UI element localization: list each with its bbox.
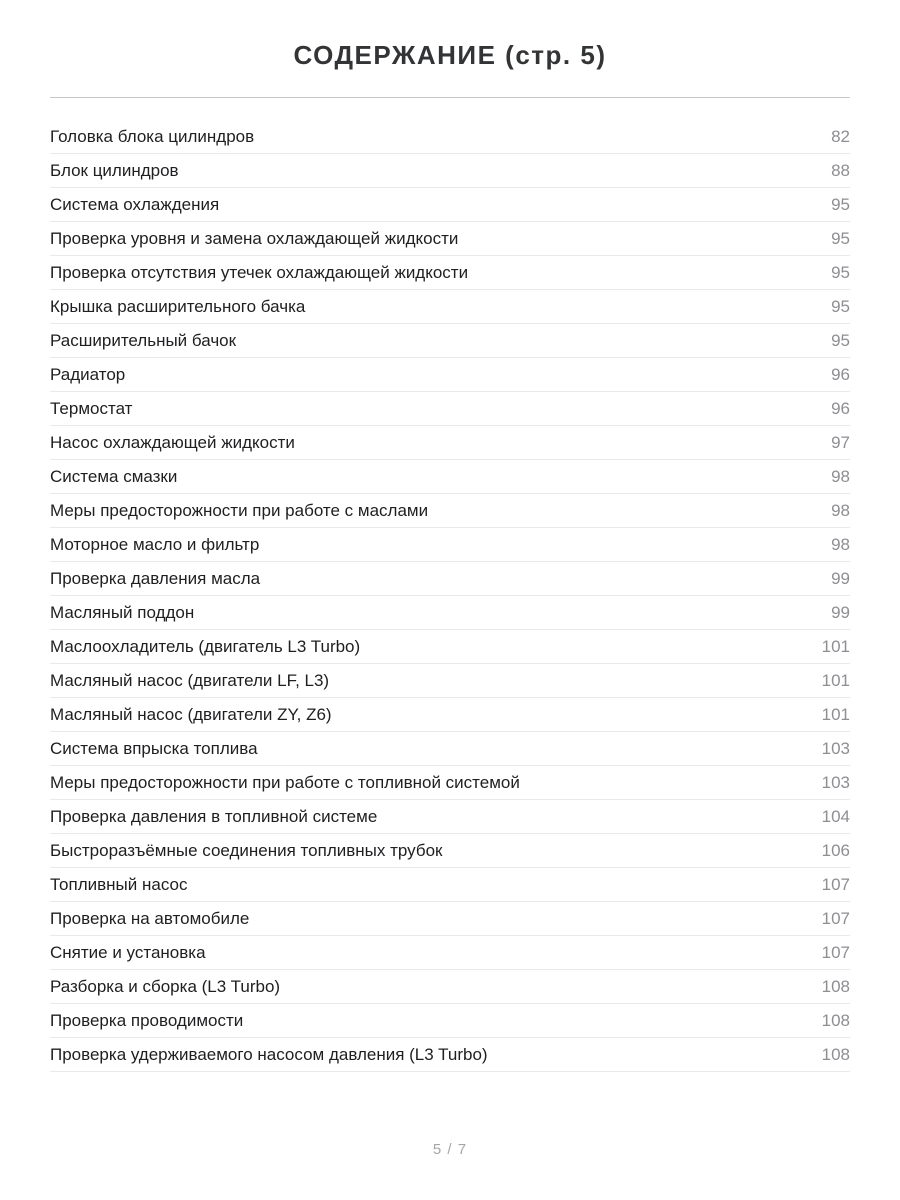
toc-row: Насос охлаждающей жидкости 97 [50,426,850,460]
toc-entry-page: 107 [821,874,850,894]
toc-row: Термостат 96 [50,392,850,426]
toc-entry-label: Меры предосторожности при работе с масла… [50,500,429,520]
toc-entry-page: 95 [831,228,850,248]
toc-entry-page: 103 [821,738,850,758]
toc-entry-page: 98 [831,466,850,486]
toc-entry-page: 108 [821,1044,850,1064]
toc-entry-page: 98 [831,500,850,520]
toc-entry-page: 101 [821,636,850,656]
toc-row: Система охлаждения 95 [50,188,850,222]
toc-entry-page: 99 [831,568,850,588]
toc-row: Топливный насос 107 [50,868,850,902]
toc-entry-label: Моторное масло и фильтр [50,534,260,554]
toc-entry-label: Термостат [50,398,133,418]
toc-entry-label: Топливный насос [50,874,188,894]
toc-entry-page: 95 [831,330,850,350]
toc-row: Масляный поддон 99 [50,596,850,630]
toc-entry-label: Проверка проводимости [50,1010,244,1030]
toc-row: Меры предосторожности при работе с топли… [50,766,850,800]
page-title: СОДЕРЖАНИЕ (стр. 5) [293,40,607,70]
toc-row: Проверка на автомобиле 107 [50,902,850,936]
toc-row: Меры предосторожности при работе с масла… [50,494,850,528]
toc-entry-label: Расширительный бачок [50,330,237,350]
toc-entry-page: 98 [831,534,850,554]
toc-row: Радиатор 96 [50,358,850,392]
toc-row: Проверка удерживаемого насосом давления … [50,1038,850,1072]
title-divider [50,97,850,98]
toc-entry-page: 107 [821,942,850,962]
toc-entry-label: Радиатор [50,364,126,384]
toc-entry-label: Снятие и установка [50,942,206,962]
toc-row: Система смазки 98 [50,460,850,494]
toc-entry-label: Масляный насос (двигатели LF, L3) [50,670,330,690]
toc-entry-page: 103 [821,772,850,792]
toc-entry-label: Проверка давления масла [50,568,261,588]
toc-row: Блок цилиндров 88 [50,154,850,188]
toc-entry-page: 106 [821,840,850,860]
toc-entry-page: 95 [831,194,850,214]
toc-entry-page: 108 [821,976,850,996]
toc-row: Проверка уровня и замена охлаждающей жид… [50,222,850,256]
toc-entry-page: 99 [831,602,850,622]
toc-entry-page: 95 [831,296,850,316]
toc-entry-page: 97 [831,432,850,452]
toc-row: Проверка давления в топливной системе 10… [50,800,850,834]
toc-entry-label: Крышка расширительного бачка [50,296,306,316]
toc-row: Проверка проводимости 108 [50,1004,850,1038]
toc-entry-page: 95 [831,262,850,282]
toc-entry-page: 108 [821,1010,850,1030]
toc-entry-label: Масляный поддон [50,602,195,622]
toc-entry-label: Блок цилиндров [50,160,179,180]
toc-entry-label: Система смазки [50,466,178,486]
toc-entry-page: 88 [831,160,850,180]
toc-row: Расширительный бачок 95 [50,324,850,358]
toc-entry-label: Проверка давления в топливной системе [50,806,378,826]
toc-entry-page: 101 [821,704,850,724]
toc-entry-page: 82 [831,126,850,146]
toc-entry-label: Быстроразъёмные соединения топливных тру… [50,840,443,860]
toc-list: Головка блока цилиндров 82 Блок цилиндро… [50,120,850,1072]
toc-row: Проверка отсутствия утечек охлаждающей ж… [50,256,850,290]
toc-row: Разборка и сборка (L3 Turbo) 108 [50,970,850,1004]
toc-entry-label: Проверка уровня и замена охлаждающей жид… [50,228,459,248]
toc-row: Снятие и установка 107 [50,936,850,970]
toc-row: Система впрыска топлива 103 [50,732,850,766]
toc-entry-label: Система охлаждения [50,194,220,214]
page-indicator: 5 / 7 [432,1141,468,1158]
toc-entry-label: Масляный насос (двигатели ZY, Z6) [50,704,332,724]
toc-row: Маслоохладитель (двигатель L3 Turbo) 101 [50,630,850,664]
toc-entry-label: Маслоохладитель (двигатель L3 Turbo) [50,636,361,656]
toc-entry-page: 104 [821,806,850,826]
toc-entry-page: 101 [821,670,850,690]
toc-entry-label: Меры предосторожности при работе с топли… [50,772,520,792]
toc-entry-page: 107 [821,908,850,928]
toc-entry-label: Проверка на автомобиле [50,908,250,928]
toc-entry-label: Разборка и сборка (L3 Turbo) [50,976,281,996]
toc-row: Масляный насос (двигатели LF, L3) 101 [50,664,850,698]
toc-entry-page: 96 [831,364,850,384]
toc-row: Быстроразъёмные соединения топливных тру… [50,834,850,868]
toc-entry-label: Проверка удерживаемого насосом давления … [50,1044,488,1064]
toc-row: Крышка расширительного бачка 95 [50,290,850,324]
toc-entry-label: Система впрыска топлива [50,738,258,758]
toc-row: Проверка давления масла 99 [50,562,850,596]
toc-row: Масляный насос (двигатели ZY, Z6) 101 [50,698,850,732]
toc-entry-label: Проверка отсутствия утечек охлаждающей ж… [50,262,469,282]
toc-entry-page: 96 [831,398,850,418]
toc-row: Моторное масло и фильтр 98 [50,528,850,562]
toc-entry-label: Головка блока цилиндров [50,126,255,146]
toc-entry-label: Насос охлаждающей жидкости [50,432,295,452]
toc-row: Головка блока цилиндров 82 [50,120,850,154]
